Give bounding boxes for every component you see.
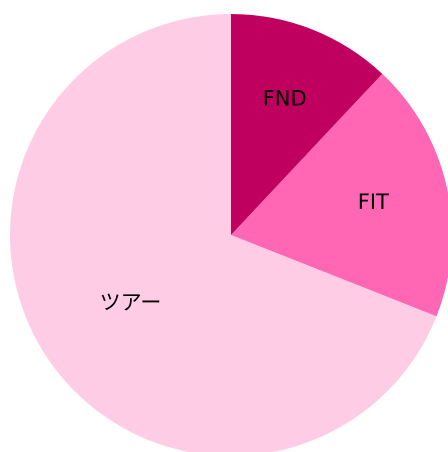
pie-slice: [231, 14, 383, 235]
slice-label: FND: [263, 86, 307, 110]
pie-slice: [231, 73, 448, 317]
slice-label: ツアー: [100, 290, 162, 314]
pie-slice: [10, 14, 437, 452]
slice-label: FIT: [358, 190, 389, 214]
